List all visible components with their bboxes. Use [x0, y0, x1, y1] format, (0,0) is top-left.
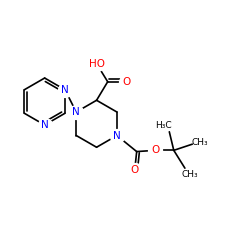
- Text: CH₃: CH₃: [192, 138, 208, 147]
- Text: N: N: [41, 120, 48, 130]
- Text: O: O: [122, 77, 130, 87]
- Text: HO: HO: [88, 60, 104, 70]
- Text: O: O: [151, 145, 159, 155]
- Text: O: O: [130, 165, 139, 175]
- Text: H₃C: H₃C: [155, 121, 172, 130]
- Text: N: N: [61, 85, 69, 95]
- Text: N: N: [113, 130, 121, 140]
- Text: N: N: [72, 107, 80, 117]
- Text: CH₃: CH₃: [182, 170, 198, 179]
